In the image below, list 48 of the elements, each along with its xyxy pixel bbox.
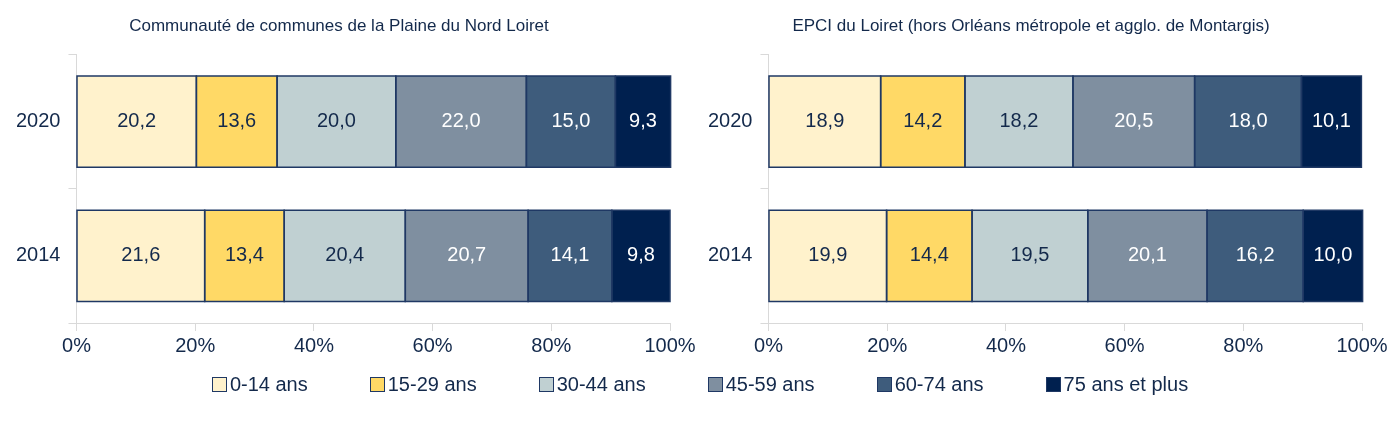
data-label: 20,0 [316,109,356,132]
data-label: 10,1 [1311,109,1351,132]
x-tick-label: 60% [1104,333,1145,356]
x-tick-label: 0% [754,333,784,356]
data-label: 20,4 [325,243,365,266]
data-label: 18,0 [1228,109,1268,132]
legend-label: 75 ans et plus [1063,373,1189,396]
x-tick-label: 20% [867,333,908,356]
x-tick-label: 60% [412,333,453,356]
legend-label: 15-29 ans [387,373,477,396]
data-label: 16,2 [1235,243,1275,266]
legend-label: 45-59 ans [725,373,815,396]
data-label: 22,0 [441,109,481,132]
data-label: 21,6 [121,243,161,266]
data-label: 13,6 [217,109,257,132]
x-tick-label: 100% [644,333,696,356]
y-tick-label: 2014 [707,243,753,266]
data-label: 14,4 [909,243,949,266]
x-tick-label: 80% [1223,333,1264,356]
data-label: 14,1 [550,243,590,266]
data-label: 9,8 [627,243,655,266]
x-tick-label: 40% [293,333,335,356]
x-tick-label: 20% [175,333,216,356]
data-label: 20,2 [117,109,157,132]
legend-label: 0-14 ans [229,373,308,396]
data-label: 14,2 [903,109,943,132]
legend-label: 60-74 ans [894,373,984,396]
x-tick-label: 40% [985,333,1027,356]
x-tick-label: 80% [531,333,572,356]
y-tick-label: 2020 [15,109,61,132]
data-label: 13,4 [224,243,264,266]
data-label: 20,5 [1114,109,1154,132]
chart-title: Communauté de communes de la Plaine du Nord Loiret [129,15,550,35]
data-label: 19,9 [808,243,848,266]
x-tick-label: 100% [1336,333,1388,356]
data-label: 20,1 [1127,243,1167,266]
data-label: 15,0 [551,109,591,132]
chart-title: EPCI du Loiret (hors Orléans métropole et agglo. de Montargis) [792,15,1270,35]
data-label: 10,0 [1313,243,1353,266]
data-label: 18,2 [999,109,1039,132]
y-tick-label: 2014 [15,243,61,266]
data-label: 18,9 [805,109,845,132]
data-label: 9,3 [629,109,657,132]
data-label: 19,5 [1010,243,1050,266]
x-tick-label: 0% [62,333,92,356]
y-tick-label: 2020 [707,109,753,132]
legend-label: 30-44 ans [556,373,646,396]
data-label: 20,7 [447,243,487,266]
